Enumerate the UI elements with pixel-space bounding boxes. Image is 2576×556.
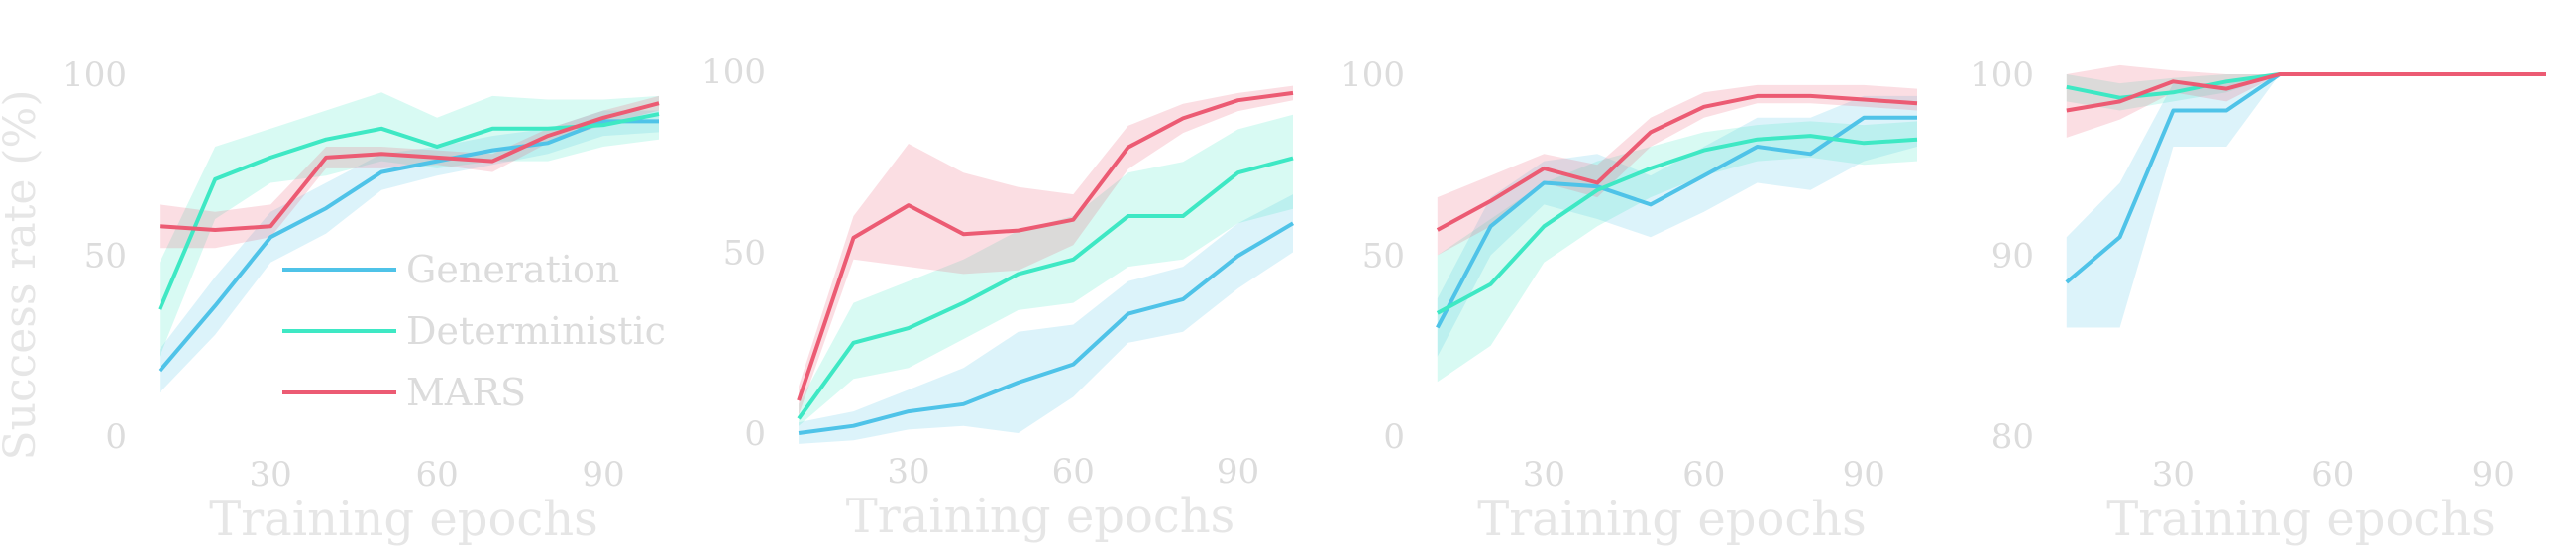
y-tick-label: 0 bbox=[1383, 417, 1405, 457]
y-tick-label: 50 bbox=[1362, 237, 1405, 277]
legend-label-generation: Generation bbox=[406, 248, 619, 291]
x-tick-label: 30 bbox=[250, 455, 292, 495]
line-mars-1 bbox=[160, 101, 660, 232]
y-tick-label: 100 bbox=[1970, 56, 2034, 95]
x-tick-label: 90 bbox=[1217, 452, 1259, 492]
legend-label-deterministic: Deterministic bbox=[406, 309, 666, 353]
x-tick-label: 90 bbox=[1843, 455, 1885, 495]
band-generation-2 bbox=[799, 194, 1293, 444]
x-axis-label: Training epochs bbox=[2106, 492, 2496, 547]
y-axis-label: Success rate (%) bbox=[0, 89, 46, 460]
x-tick-label: 30 bbox=[2152, 455, 2195, 495]
x-tick-label: 90 bbox=[582, 455, 624, 495]
x-tick-label: 60 bbox=[2311, 455, 2354, 495]
x-axis-label: Training epochs bbox=[846, 489, 1235, 544]
y-tick-label: 100 bbox=[701, 53, 766, 92]
line-mars-2 bbox=[797, 90, 1294, 401]
y-tick-label: 80 bbox=[1991, 417, 2034, 457]
line-mars-4 bbox=[2066, 72, 2546, 113]
x-axis-label: Training epochs bbox=[209, 492, 598, 547]
y-tick-label: 90 bbox=[1991, 237, 2034, 277]
y-tick-label: 100 bbox=[1341, 56, 1405, 95]
band-deterministic-1 bbox=[160, 92, 659, 357]
y-tick-label: 50 bbox=[723, 234, 766, 274]
legend-label-mars: MARS bbox=[406, 371, 526, 414]
line-mars-3 bbox=[1436, 93, 1918, 232]
x-tick-label: 60 bbox=[1682, 455, 1725, 495]
x-tick-label: 90 bbox=[2472, 455, 2515, 495]
y-tick-label: 0 bbox=[744, 414, 766, 454]
y-tick-label: 0 bbox=[105, 417, 127, 457]
y-tick-label: 100 bbox=[62, 56, 127, 95]
x-tick-label: 30 bbox=[887, 452, 929, 492]
x-tick-label: 60 bbox=[1052, 452, 1095, 492]
y-tick-label: 50 bbox=[84, 237, 127, 277]
line-deterministic-2 bbox=[797, 156, 1294, 420]
line-generation-3 bbox=[1436, 115, 1917, 329]
line-generation-2 bbox=[798, 221, 1295, 435]
line-generation-1 bbox=[158, 119, 659, 373]
band-deterministic-3 bbox=[1437, 121, 1917, 383]
band-mars-2 bbox=[799, 85, 1293, 415]
band-generation-3 bbox=[1437, 95, 1917, 357]
band-generation-4 bbox=[2066, 74, 2546, 328]
x-tick-label: 30 bbox=[1523, 455, 1565, 495]
x-axis-label: Training epochs bbox=[1477, 492, 1867, 547]
x-tick-label: 60 bbox=[415, 455, 458, 495]
line-deterministic-3 bbox=[1436, 134, 1918, 315]
legend: Generation Deterministic MARS bbox=[282, 248, 666, 414]
band-deterministic-2 bbox=[799, 114, 1293, 426]
